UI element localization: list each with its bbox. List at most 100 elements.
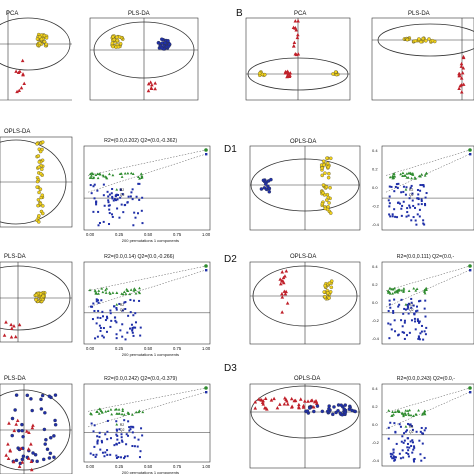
point-marker: [323, 171, 327, 175]
point-marker: [326, 161, 330, 166]
triangle-marker: [12, 324, 16, 328]
q2-marker: [136, 445, 139, 448]
q2-marker: [133, 445, 136, 448]
q2-marker: [407, 302, 410, 305]
q2-marker: [115, 337, 118, 340]
q2-marker: [89, 184, 92, 187]
r2-marker: [141, 410, 145, 414]
q2-marker: [120, 439, 123, 442]
q2-marker: [114, 194, 117, 197]
legend-r2-marker: [404, 188, 408, 191]
point-marker: [21, 454, 26, 458]
triangle-marker: [309, 398, 313, 403]
q2-marker: [117, 456, 120, 459]
point-marker: [41, 204, 45, 208]
r2-marker: [392, 413, 395, 416]
q2-marker: [105, 315, 108, 318]
point-marker: [327, 296, 331, 300]
q2-marker: [101, 451, 104, 454]
r2-marker: [420, 173, 424, 176]
q2-marker: [415, 310, 418, 313]
triangle-marker: [311, 405, 316, 409]
scatter-points: [35, 140, 45, 224]
q2-marker: [398, 452, 401, 455]
q2-marker: [110, 192, 113, 195]
triangle-marker: [295, 35, 300, 40]
q2-marker: [389, 421, 392, 424]
q2-marker: [131, 188, 134, 191]
r2-marker: [387, 409, 391, 412]
r2-original-point: [204, 148, 208, 152]
triangle-marker: [298, 397, 303, 401]
triangle-marker: [29, 459, 34, 464]
r2-original-point: [204, 264, 208, 268]
r2-marker: [407, 413, 411, 417]
r2-marker: [393, 286, 396, 290]
y-tick-label: 0.2: [372, 282, 378, 287]
q2-marker: [424, 202, 427, 205]
q2-marker: [139, 334, 142, 337]
triangle-marker: [275, 405, 280, 410]
r2-marker: [137, 290, 141, 294]
point-marker: [417, 37, 421, 41]
q2-marker: [115, 442, 118, 445]
point-marker: [40, 193, 45, 198]
triangle-marker: [20, 460, 25, 464]
triangle-marker: [146, 81, 151, 86]
r2-marker: [121, 407, 125, 411]
triangle-marker: [26, 456, 31, 460]
x-tick-label: 1.00: [202, 232, 211, 237]
q2-marker: [137, 182, 140, 185]
scatter-points: [402, 36, 466, 94]
q2-marker: [400, 319, 403, 322]
legend-r2-marker: [115, 188, 119, 191]
q2-marker: [403, 331, 406, 334]
q2-marker: [134, 312, 137, 315]
plot-frame: [0, 261, 73, 343]
q2-marker: [393, 208, 396, 211]
q2-marker: [120, 436, 123, 439]
q2-marker: [420, 324, 423, 327]
point-marker: [14, 393, 19, 397]
point-marker: [39, 397, 43, 402]
row2-oplsda-title: OPLS-DA: [4, 129, 30, 135]
q2-marker: [128, 429, 131, 432]
point-marker: [118, 41, 123, 46]
q2-original-point: [205, 391, 208, 394]
q2-marker: [417, 321, 420, 324]
point-marker: [16, 428, 21, 433]
r2-marker: [391, 410, 394, 414]
r2-marker: [425, 171, 428, 175]
q2-marker: [398, 423, 401, 426]
q2-marker: [109, 312, 112, 315]
r2-marker: [137, 410, 141, 414]
q2-marker: [402, 441, 405, 444]
point-marker: [320, 409, 325, 414]
q2-marker: [389, 323, 392, 326]
point-marker: [266, 184, 270, 189]
q2-marker: [141, 196, 144, 199]
y-tick-label: -0.4: [372, 222, 380, 227]
point-marker: [329, 211, 333, 215]
point-marker: [35, 459, 39, 464]
q2-marker: [387, 322, 390, 325]
q2-marker: [411, 439, 414, 442]
x-tick-label: 0.00: [86, 346, 95, 351]
r2-marker: [423, 411, 426, 415]
q2-marker: [113, 198, 116, 201]
point-marker: [34, 298, 38, 302]
point-marker: [42, 33, 47, 38]
q2-marker: [100, 439, 103, 442]
q2-marker: [113, 305, 116, 308]
q2-marker: [407, 422, 410, 425]
triangle-marker: [294, 28, 299, 32]
q2-marker: [139, 450, 142, 453]
q2-marker: [130, 191, 133, 194]
q2-marker: [140, 427, 143, 430]
point-marker: [34, 293, 39, 297]
point-marker: [326, 195, 331, 200]
triangle-marker: [280, 295, 285, 299]
red-triangles: [14, 58, 27, 94]
